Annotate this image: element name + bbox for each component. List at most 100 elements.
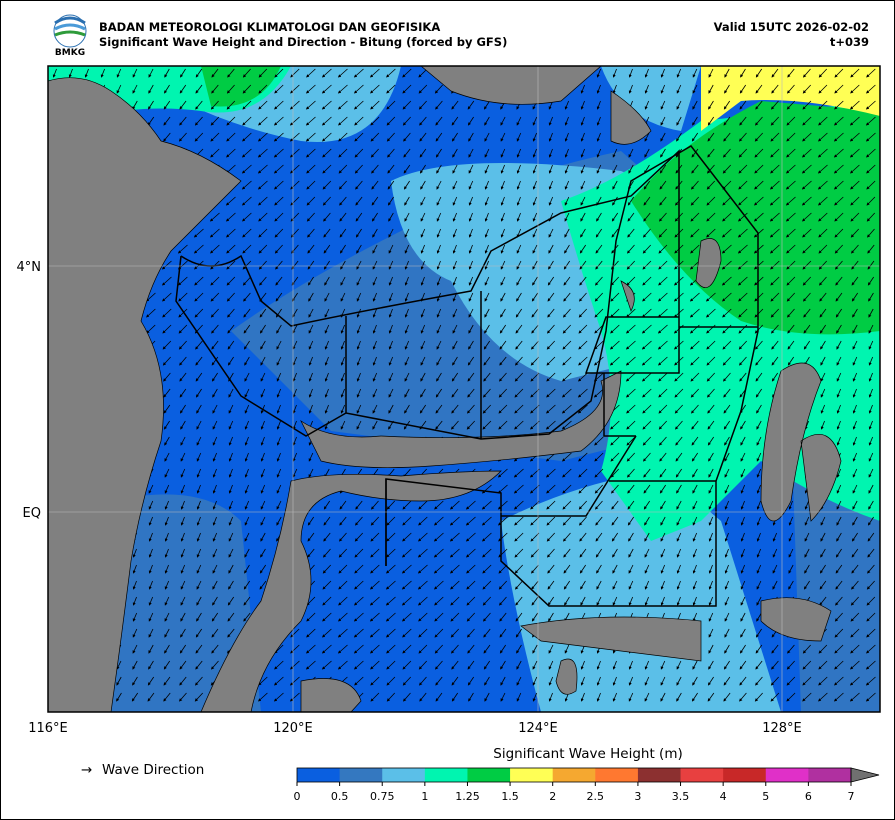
wave-arrow [580, 116, 585, 126]
wave-arrow [692, 84, 698, 94]
wave-arrow [305, 132, 316, 142]
wave-arrow [516, 180, 521, 190]
wave-arrow [420, 276, 425, 286]
wave-arrow [354, 100, 364, 110]
wave-arrow [866, 148, 876, 158]
wave-arrow [819, 292, 827, 302]
wave-arrow [404, 196, 410, 206]
wave-arrow [786, 228, 796, 238]
wave-arrow [548, 164, 553, 174]
wave-arrow [227, 68, 235, 78]
colorbar-title: Significant Wave Height (m) [493, 746, 682, 762]
wave-arrow [242, 132, 252, 142]
wave-arrow [596, 164, 602, 174]
wave-arrow [867, 260, 875, 270]
wave-arrow [290, 84, 300, 94]
wave-arrow [851, 244, 859, 254]
lon-label: 116°E [28, 721, 68, 736]
wave-arrow [500, 276, 506, 286]
wave-arrow [452, 212, 457, 222]
wave-arrow [273, 116, 284, 126]
wave-arrow [770, 244, 780, 254]
wave-arrow [834, 244, 844, 254]
wave-arrow [242, 260, 252, 270]
wave-arrow [753, 196, 764, 206]
wave-arrow [818, 244, 828, 254]
wave-arrow [596, 132, 601, 142]
wave-arrow [451, 132, 458, 142]
wave-arrow [610, 292, 620, 302]
colorbar-tick-label: 2.5 [587, 790, 605, 803]
wave-arrow [354, 164, 363, 174]
wave-arrow [500, 164, 505, 174]
wave-arrow [258, 212, 268, 222]
wave-arrow [754, 148, 764, 158]
wave-arrow [817, 180, 828, 190]
wave-arrow [372, 292, 377, 302]
wave-arrow [611, 212, 619, 222]
wave-arrow [691, 148, 699, 158]
wave-arrow [324, 276, 330, 286]
wave-arrow [739, 84, 747, 94]
wave-arrow [116, 68, 122, 78]
wave-arrow [596, 116, 601, 126]
wave-arrow [226, 100, 236, 110]
wave-arrow [257, 180, 268, 190]
wave-arrow [721, 228, 732, 238]
wave-arrow [755, 100, 763, 110]
wave-arrow [386, 68, 396, 78]
wave-arrow [627, 212, 635, 222]
wave-arrow [818, 84, 828, 94]
wave-arrow [163, 116, 171, 126]
wave-arrow [452, 196, 458, 206]
wave-arrow [193, 228, 204, 238]
wave-arrow [402, 100, 412, 110]
colorbar-tick-label: 0.75 [370, 790, 395, 803]
wave-arrow [226, 228, 236, 238]
wave-arrow [225, 196, 236, 206]
wave-arrow [786, 260, 796, 270]
wave-arrow [305, 100, 316, 110]
wave-arrow [273, 164, 284, 174]
wave-arrow [468, 196, 473, 206]
wave-arrow [851, 260, 859, 270]
wave-arrow [739, 116, 747, 126]
wave-arrow [692, 100, 698, 110]
lon-label: 120°E [273, 721, 313, 736]
wave-arrow [419, 164, 426, 174]
wave-arrow [834, 68, 844, 78]
wave-arrow [436, 196, 442, 206]
wave-arrow [258, 84, 268, 94]
wave-arrow [676, 116, 682, 126]
wave-arrow [305, 84, 316, 94]
wave-arrow [867, 276, 875, 286]
wave-arrow [516, 292, 522, 302]
colorbar-segment [808, 768, 852, 782]
wave-arrow [723, 116, 731, 126]
wave-arrow [226, 132, 236, 142]
wave-arrow [866, 180, 876, 190]
wave-arrow [596, 212, 602, 222]
wave-arrow [452, 228, 457, 238]
wave-arrow [721, 260, 732, 270]
colorbar-tick-label: 7 [848, 790, 855, 803]
wave-arrow [532, 180, 537, 190]
wave-arrow [180, 68, 186, 78]
wave-arrow [658, 260, 668, 270]
wave-arrow [211, 84, 219, 94]
wave-arrow [354, 132, 364, 142]
wave-arrow [369, 68, 380, 78]
wave-arrow [289, 100, 300, 110]
wave-arrow [484, 260, 490, 270]
wave-arrow [818, 228, 828, 238]
wave-arrow [770, 164, 780, 174]
wave-arrow [532, 276, 538, 286]
wave-arrow [708, 68, 714, 78]
wave-arrow [580, 84, 585, 94]
colorbar-segment [297, 768, 341, 782]
wave-arrow [802, 212, 812, 222]
wave-arrow [436, 164, 442, 174]
wave-arrow [676, 68, 682, 78]
